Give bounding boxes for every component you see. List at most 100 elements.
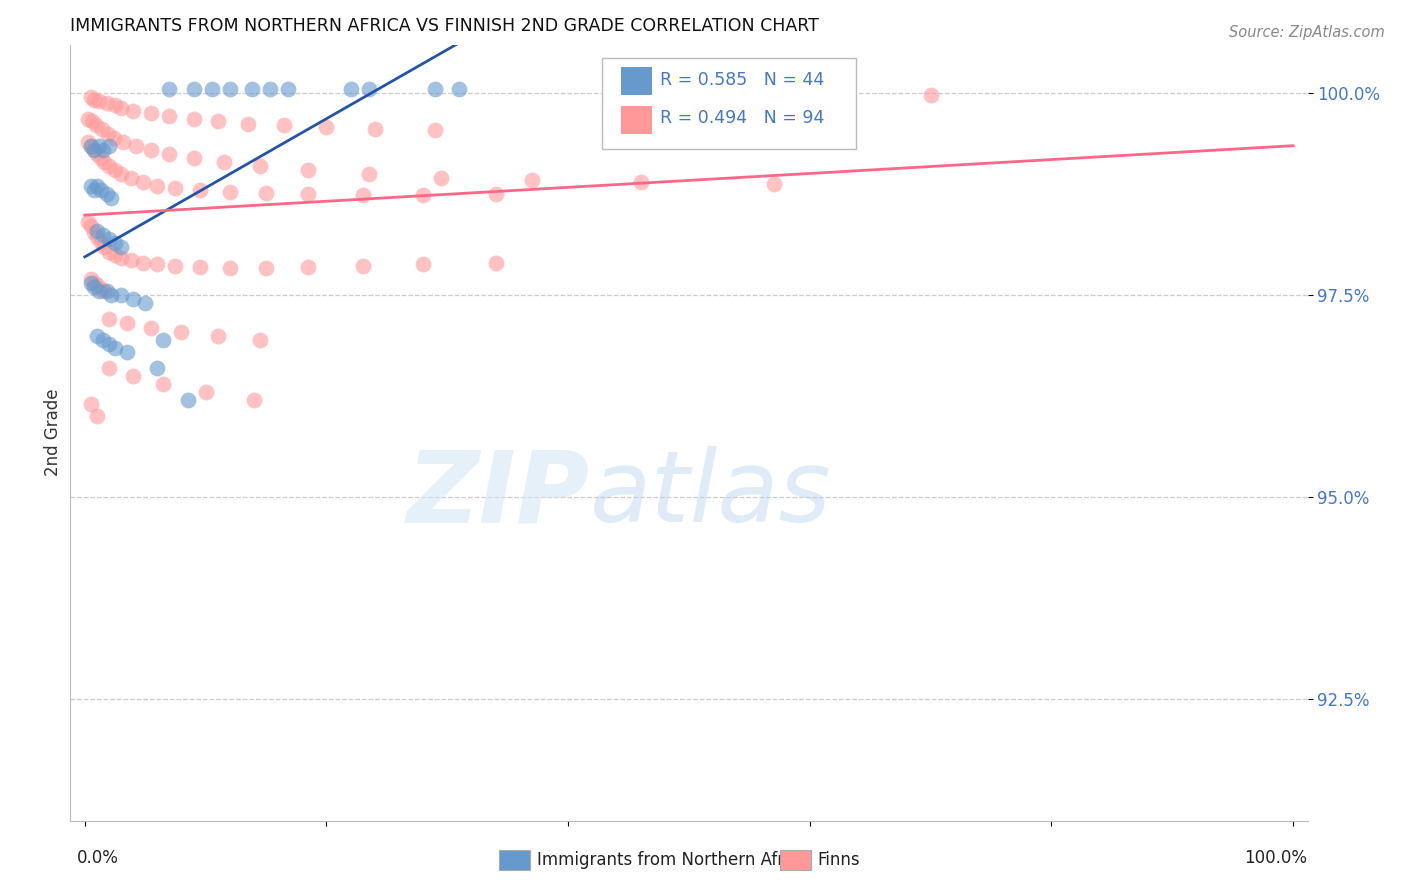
Point — [93, 154, 115, 169]
Point — [83, 143, 105, 157]
Point — [89, 284, 111, 298]
Point — [243, 393, 266, 408]
Point — [176, 393, 198, 408]
Point — [80, 90, 103, 104]
Point — [77, 215, 100, 229]
Point — [96, 284, 118, 298]
Point — [83, 93, 105, 107]
Point — [104, 98, 127, 112]
Point — [157, 82, 180, 96]
Point — [104, 248, 127, 262]
Point — [110, 101, 132, 115]
Point — [357, 167, 380, 181]
Point — [249, 159, 271, 173]
Point — [364, 121, 387, 136]
Point — [183, 82, 205, 96]
Point — [100, 191, 122, 205]
Point — [273, 119, 295, 133]
Point — [115, 344, 138, 359]
Point — [170, 325, 193, 339]
Point — [485, 256, 508, 270]
Point — [122, 103, 145, 118]
Point — [100, 288, 122, 302]
Text: atlas: atlas — [591, 446, 831, 543]
Point — [141, 143, 163, 157]
Point — [122, 292, 145, 306]
Point — [91, 333, 114, 347]
Point — [80, 276, 103, 290]
Point — [98, 312, 120, 326]
Point — [110, 251, 132, 265]
Point — [112, 135, 135, 149]
Point — [83, 143, 105, 157]
Point — [80, 138, 103, 153]
Point — [201, 82, 224, 96]
Point — [77, 135, 100, 149]
Point — [86, 146, 108, 161]
Point — [430, 171, 453, 186]
Point — [84, 119, 107, 133]
Point — [104, 341, 127, 355]
Point — [89, 151, 111, 165]
Text: Immigrants from Northern Africa: Immigrants from Northern Africa — [537, 851, 808, 869]
Point — [920, 87, 942, 102]
Point — [425, 82, 447, 96]
Point — [98, 138, 120, 153]
Point — [80, 138, 103, 153]
Point — [157, 109, 180, 123]
Y-axis label: 2nd Grade: 2nd Grade — [44, 389, 62, 476]
Point — [89, 94, 111, 108]
Point — [104, 162, 127, 177]
Point — [83, 225, 105, 239]
Point — [98, 361, 120, 376]
Point — [352, 259, 374, 273]
Point — [86, 179, 108, 194]
Point — [93, 240, 115, 254]
Point — [141, 320, 163, 334]
Point — [357, 82, 380, 96]
Point — [134, 296, 156, 310]
Point — [146, 258, 169, 272]
Point — [146, 361, 169, 376]
Point — [188, 260, 211, 274]
Point — [80, 179, 103, 194]
Text: IMMIGRANTS FROM NORTHERN AFRICA VS FINNISH 2ND GRADE CORRELATION CHART: IMMIGRANTS FROM NORTHERN AFRICA VS FINNI… — [70, 17, 820, 35]
Point — [80, 114, 103, 128]
Point — [412, 258, 434, 272]
Point — [449, 82, 471, 96]
Point — [83, 183, 105, 197]
Point — [485, 187, 508, 202]
Point — [120, 253, 142, 268]
Point — [77, 112, 100, 126]
Point — [115, 317, 138, 331]
Point — [86, 223, 108, 237]
Point — [98, 336, 120, 351]
Text: 100.0%: 100.0% — [1244, 849, 1308, 867]
Text: 0.0%: 0.0% — [77, 849, 120, 867]
Point — [93, 284, 115, 298]
Point — [124, 138, 146, 153]
Point — [297, 187, 319, 202]
Point — [218, 82, 240, 96]
Point — [120, 171, 142, 186]
Point — [352, 188, 374, 202]
Point — [86, 230, 108, 244]
Point — [103, 130, 125, 145]
Point — [183, 112, 205, 126]
Point — [89, 138, 111, 153]
Point — [89, 282, 111, 296]
Point — [122, 369, 145, 384]
Point — [141, 106, 163, 120]
Text: Finns: Finns — [817, 851, 859, 869]
Text: Source: ZipAtlas.com: Source: ZipAtlas.com — [1229, 25, 1385, 40]
Point — [194, 385, 217, 400]
Point — [157, 146, 180, 161]
Point — [110, 288, 132, 302]
Point — [762, 177, 785, 191]
Point — [96, 95, 118, 110]
Point — [520, 173, 543, 187]
Point — [152, 333, 174, 347]
FancyBboxPatch shape — [602, 58, 856, 149]
Point — [218, 185, 240, 199]
Point — [91, 227, 114, 242]
